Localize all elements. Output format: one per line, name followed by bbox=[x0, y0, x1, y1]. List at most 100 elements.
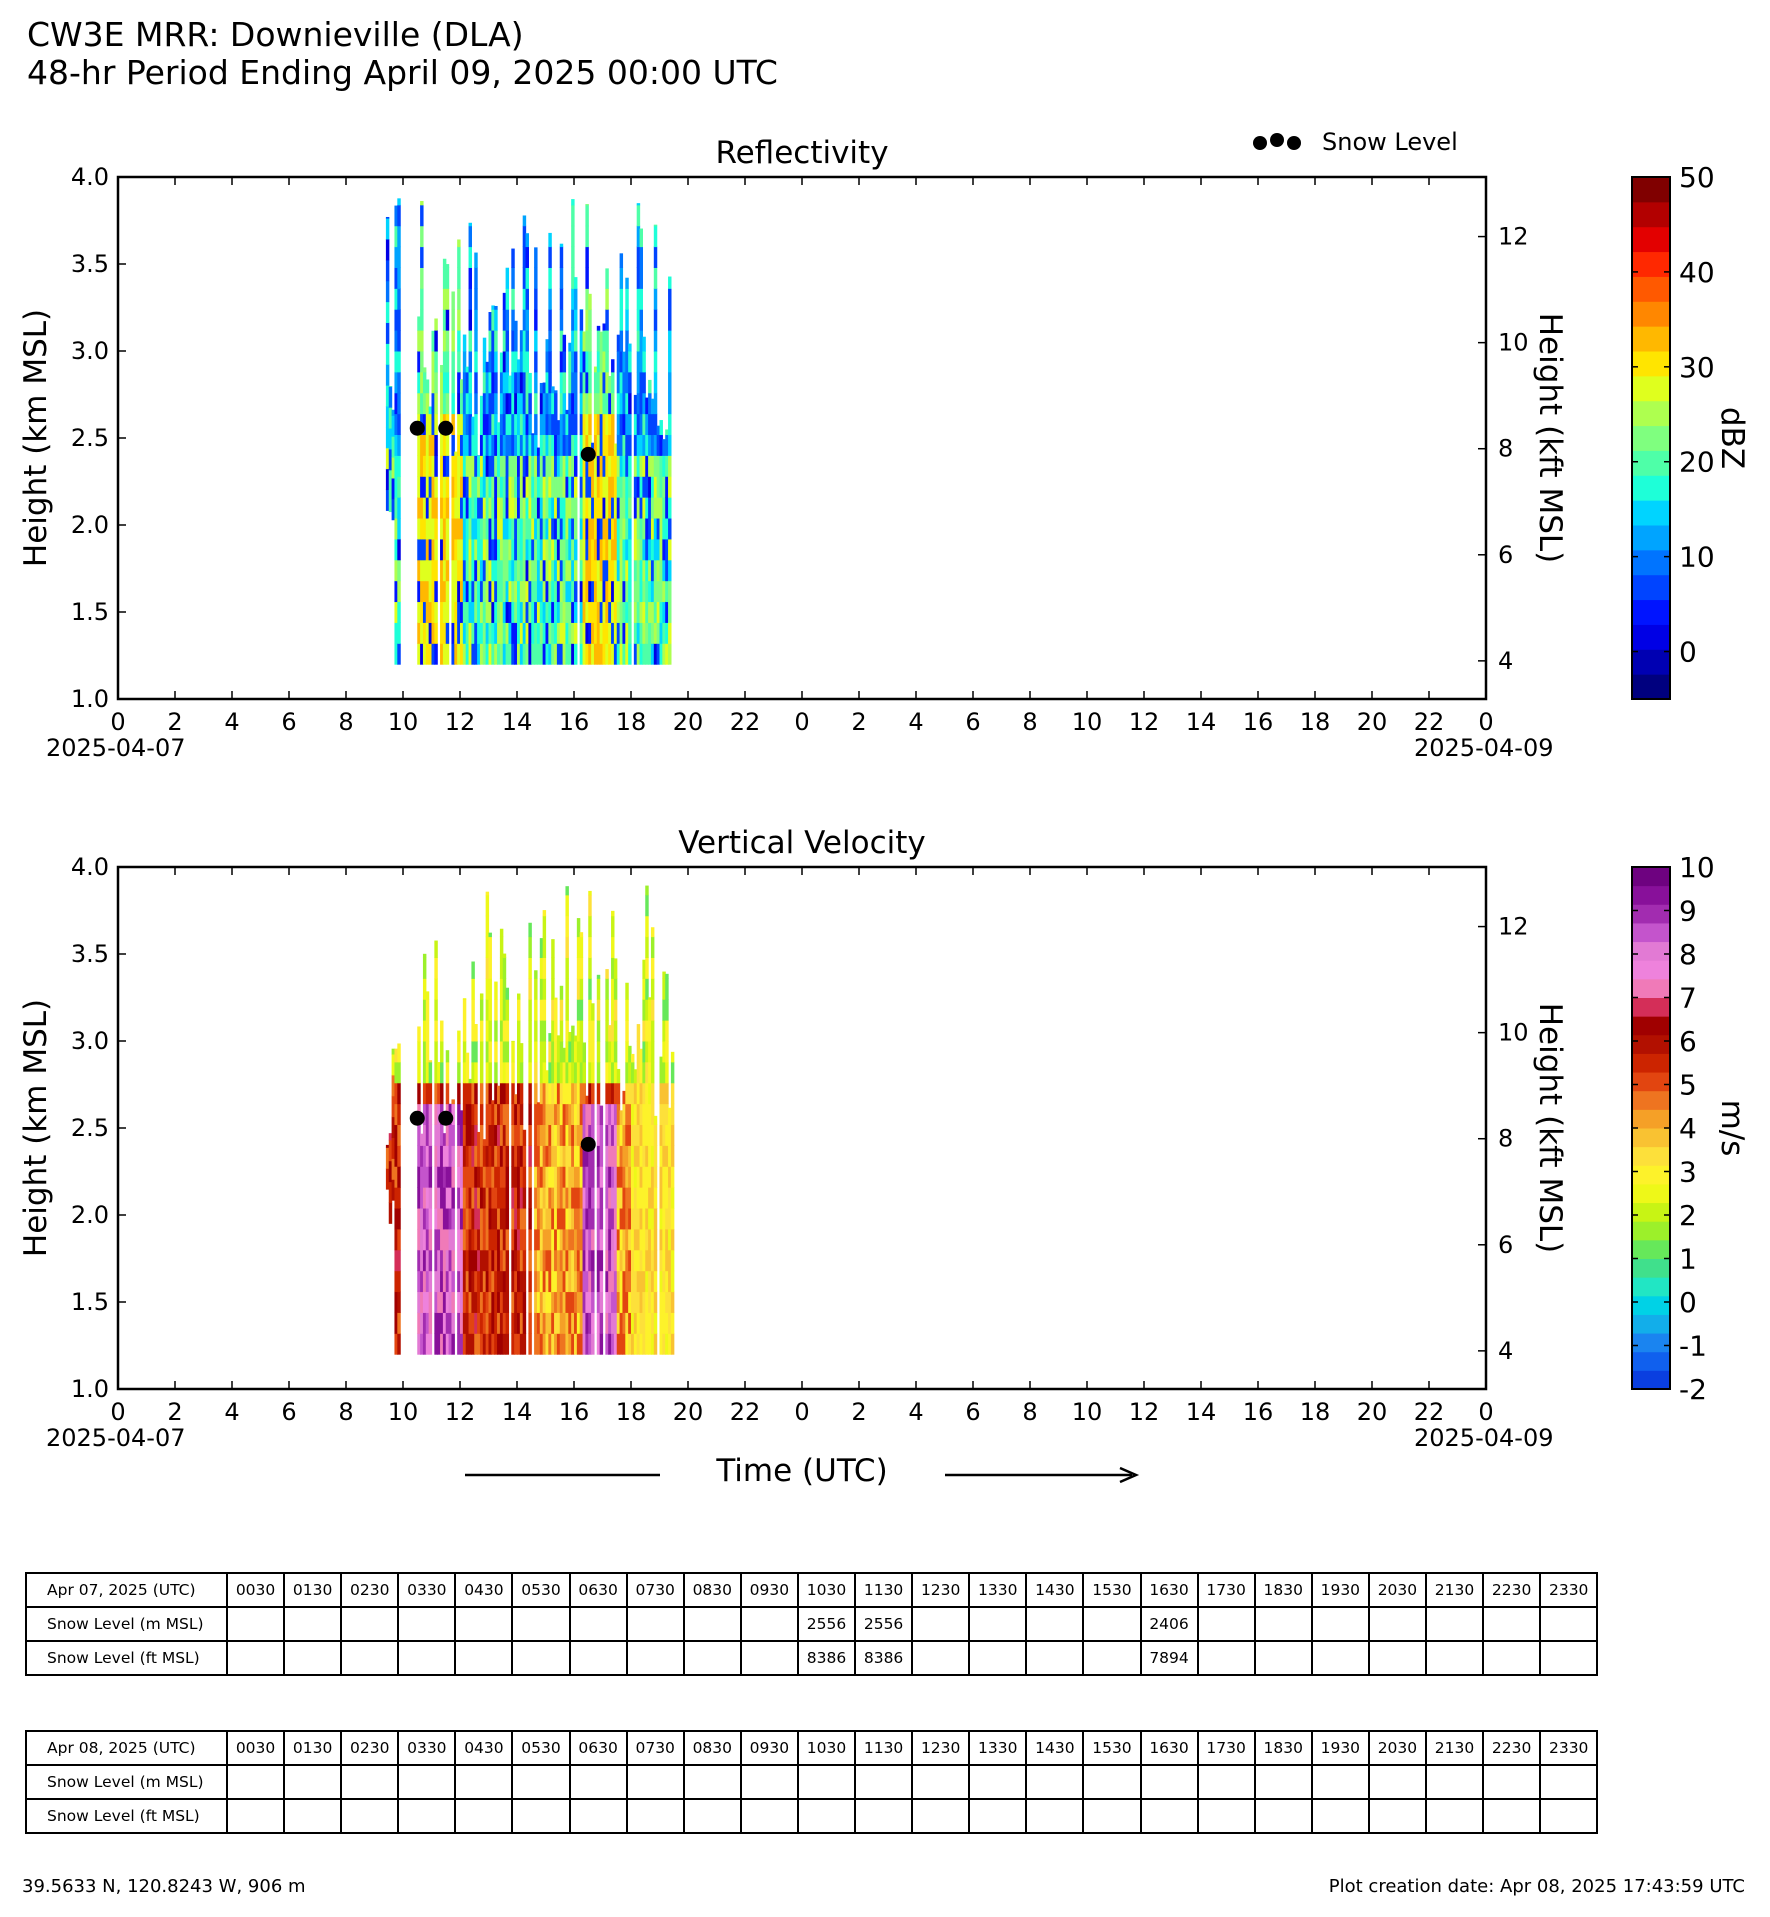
data-cell bbox=[539, 622, 544, 644]
data-cell bbox=[422, 392, 427, 415]
data-cell bbox=[648, 997, 652, 1000]
table-time-cell: 0230 bbox=[340, 1730, 400, 1766]
data-cell bbox=[485, 392, 490, 415]
data-cell bbox=[460, 538, 464, 561]
data-cell bbox=[619, 392, 624, 415]
data-cell bbox=[588, 371, 592, 394]
x-tick-label: 12 bbox=[1129, 708, 1160, 736]
table-value-cell bbox=[225, 1606, 286, 1642]
data-cell bbox=[571, 1145, 575, 1167]
data-cell bbox=[471, 1124, 475, 1146]
data-cell bbox=[542, 1061, 547, 1084]
data-cell bbox=[482, 538, 487, 561]
data-cell bbox=[593, 643, 598, 665]
data-cell bbox=[420, 559, 424, 582]
data-cell bbox=[662, 1061, 666, 1084]
data-cell bbox=[425, 1166, 430, 1188]
colorbar-segment bbox=[1632, 1333, 1670, 1353]
data-cell bbox=[616, 1333, 621, 1355]
data-cell bbox=[434, 1291, 438, 1313]
data-cell bbox=[574, 330, 578, 352]
data-cell bbox=[451, 1228, 455, 1251]
data-cell bbox=[551, 476, 555, 498]
data-cell bbox=[668, 1145, 672, 1167]
data-cell bbox=[662, 1020, 666, 1042]
data-cell bbox=[625, 330, 629, 352]
data-cell bbox=[514, 1208, 518, 1230]
data-cell bbox=[502, 1082, 507, 1105]
data-cell bbox=[479, 999, 484, 1021]
data-cell bbox=[494, 455, 498, 477]
data-cell bbox=[625, 1270, 629, 1293]
data-cell bbox=[482, 1145, 487, 1167]
data-cell bbox=[431, 434, 435, 456]
data-cell bbox=[519, 330, 524, 352]
data-cell bbox=[542, 538, 547, 561]
data-cell bbox=[574, 1103, 578, 1126]
data-cell bbox=[514, 1333, 518, 1355]
data-cell bbox=[662, 1291, 666, 1313]
data-cell bbox=[613, 622, 618, 644]
data-cell bbox=[477, 622, 481, 644]
data-cell bbox=[556, 1166, 561, 1188]
data-cell bbox=[588, 1020, 592, 1042]
data-cell bbox=[548, 1270, 552, 1293]
data-cell bbox=[539, 434, 544, 456]
colorbar-tick-label: 2 bbox=[1679, 1199, 1697, 1232]
data-cell bbox=[474, 1333, 478, 1355]
data-cell bbox=[394, 497, 398, 519]
data-cell bbox=[499, 413, 504, 436]
data-cell bbox=[445, 622, 450, 644]
date-right: 2025-04-09 bbox=[1414, 1424, 1553, 1452]
data-cell bbox=[636, 392, 641, 415]
data-cell bbox=[482, 1187, 487, 1209]
data-cell bbox=[471, 1082, 475, 1105]
data-cell bbox=[494, 1291, 498, 1313]
data-cell bbox=[442, 1270, 447, 1293]
data-cell bbox=[631, 1270, 635, 1293]
data-cell bbox=[531, 455, 535, 477]
data-cell bbox=[462, 622, 467, 644]
data-cell bbox=[619, 1312, 624, 1334]
data-cell bbox=[488, 622, 492, 644]
data-cell bbox=[628, 497, 632, 519]
data-cell bbox=[616, 1145, 621, 1167]
data-cell bbox=[576, 1208, 581, 1230]
data-cell bbox=[539, 1187, 544, 1209]
data-cell bbox=[665, 1187, 669, 1209]
data-cell bbox=[474, 1041, 478, 1063]
data-cell bbox=[482, 476, 487, 498]
data-cell bbox=[662, 455, 666, 477]
data-cell bbox=[445, 580, 450, 603]
data-cell bbox=[639, 559, 643, 582]
data-cell bbox=[505, 434, 510, 456]
data-cell bbox=[659, 1145, 663, 1167]
data-cell bbox=[625, 1041, 629, 1063]
data-cell bbox=[625, 1103, 629, 1126]
table-time-cell: 1730 bbox=[1196, 1572, 1256, 1608]
data-cell bbox=[556, 455, 561, 477]
data-cell bbox=[579, 538, 584, 561]
data-cell bbox=[522, 351, 527, 373]
data-cell bbox=[579, 434, 584, 456]
x-tick-label: 22 bbox=[1414, 1398, 1445, 1426]
table-value-cell bbox=[568, 1606, 628, 1642]
data-cell bbox=[528, 413, 532, 436]
table-value-cell bbox=[1539, 1606, 1599, 1642]
data-cell bbox=[474, 330, 478, 352]
data-cell bbox=[488, 434, 492, 456]
data-cell bbox=[420, 225, 424, 248]
data-cell bbox=[468, 246, 472, 268]
colorbar-tick-label: -2 bbox=[1679, 1373, 1707, 1406]
data-cell bbox=[636, 1312, 641, 1334]
data-cell bbox=[551, 939, 555, 958]
data-cell bbox=[559, 288, 564, 310]
data-cell bbox=[619, 434, 624, 456]
data-cell bbox=[434, 559, 438, 582]
data-cell bbox=[639, 1103, 643, 1126]
data-cell bbox=[511, 1187, 515, 1209]
data-cell bbox=[442, 622, 447, 644]
data-cell bbox=[519, 1208, 524, 1230]
data-cell bbox=[385, 301, 390, 324]
data-cell bbox=[536, 1208, 541, 1230]
